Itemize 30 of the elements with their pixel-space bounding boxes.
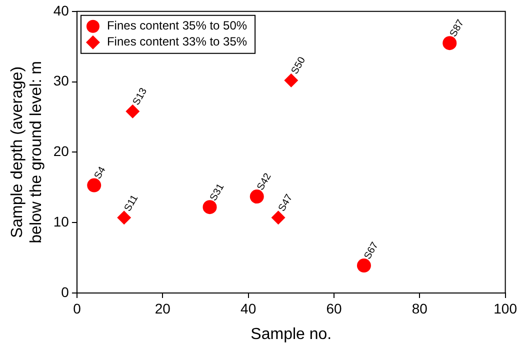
annotation: S42 [255, 171, 274, 192]
legend-label: Fines content 35% to 50% [106, 18, 248, 33]
y-tick-label: 40 [53, 2, 70, 18]
x-tick-label: 20 [154, 300, 171, 316]
x-tick-label: 0 [73, 300, 82, 316]
annotation: S13 [131, 86, 150, 108]
y-tick-label: 0 [61, 284, 70, 300]
x-axis-title: Sample no. [250, 326, 332, 343]
point [442, 36, 457, 50]
annotation: S31 [208, 182, 227, 203]
x-tick-label: 80 [412, 300, 428, 316]
y-axis-title: Sample depth (average) below the ground level: m [9, 61, 46, 244]
point [202, 200, 217, 214]
point [284, 73, 298, 88]
legend-label: Fines content 33% to 35% [106, 34, 248, 49]
annotation: S11 [122, 192, 141, 214]
x-tick-label: 60 [326, 300, 342, 316]
point [356, 258, 371, 273]
annotation: S4 [92, 164, 108, 182]
point [87, 178, 102, 192]
point [250, 190, 264, 204]
x-tick-label: 100 [494, 300, 518, 316]
annotation: S50 [290, 54, 308, 76]
y-tick-label: 30 [53, 72, 70, 89]
point [126, 104, 140, 118]
point [117, 210, 132, 225]
y-tick-label: 20 [53, 143, 70, 160]
x-tick-label: 40 [240, 300, 256, 316]
y-tick-label: 10 [53, 213, 70, 230]
point [271, 210, 286, 225]
